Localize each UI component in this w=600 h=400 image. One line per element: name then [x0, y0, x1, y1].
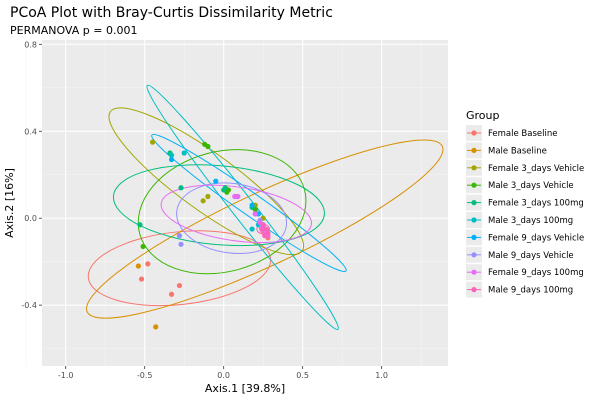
data-point: [145, 261, 151, 267]
legend-key-point: [471, 252, 477, 258]
ellipse-male-9-days-vehicle: [176, 182, 288, 254]
legend-label: Female Baseline: [488, 129, 557, 139]
legend-item: Female 9_days Vehicle: [466, 229, 584, 246]
x-axis-title: Axis.1 [39.8%]: [205, 382, 285, 395]
legend-key-point: [471, 130, 477, 136]
legend-label: Male 9_days Vehicle: [488, 251, 574, 261]
data-point: [235, 193, 241, 200]
data-point: [263, 226, 269, 232]
confidence-ellipses: [86, 84, 444, 331]
data-point: [168, 152, 175, 158]
ellipse-male-baseline: [86, 139, 444, 319]
y-tick-label: -0.4: [21, 301, 37, 310]
data-point: [153, 324, 159, 330]
legend-label: Male 9_days 100mg: [488, 286, 573, 296]
legend-item: Male 9_days Vehicle: [466, 246, 574, 263]
legend-key-point: [471, 217, 477, 223]
data-point: [140, 243, 146, 250]
data-point: [205, 143, 211, 150]
legend-label: Female 9_days 100mg: [488, 268, 584, 278]
data-point: [181, 150, 187, 156]
data-point: [222, 185, 228, 191]
ellipse-female-9-days-100mg: [160, 184, 312, 243]
y-axis-ticks: -0.4 0.0 0.4 0.8: [21, 40, 42, 310]
legend-label: Male 3_days Vehicle: [488, 181, 574, 191]
data-point: [252, 211, 258, 217]
legend-item: Male 3_days Vehicle: [466, 177, 574, 194]
legend-key-point: [471, 182, 477, 188]
data-point: [249, 226, 255, 232]
data-point: [137, 222, 143, 228]
legend-label: Female 3_days Vehicle: [488, 164, 584, 174]
x-axis-ticks: -1.0 -0.5 0.0 0.5 1.0: [58, 366, 388, 380]
legend-key-point: [471, 269, 477, 275]
data-point: [205, 193, 211, 200]
x-tick-label: 0.5: [296, 371, 309, 380]
ellipse-male-3-days-100mg: [146, 84, 339, 331]
ellipse-male-3-days-vehicle: [137, 149, 307, 275]
data-point: [138, 276, 145, 282]
data-points: [135, 139, 271, 330]
x-tick-label: -1.0: [58, 371, 74, 380]
legend-key-point: [471, 287, 477, 293]
legend-item: Male Baseline: [466, 142, 547, 159]
legend-label: Male Baseline: [488, 146, 547, 156]
data-point: [178, 185, 184, 191]
data-point: [249, 202, 255, 208]
data-point: [176, 282, 183, 289]
data-point: [260, 222, 266, 228]
legend-key-point: [471, 234, 477, 240]
data-point: [178, 241, 184, 247]
legend-item: Female 9_days 100mg: [466, 264, 584, 281]
data-point: [213, 178, 219, 184]
data-point: [168, 156, 175, 163]
chart-title: PCoA Plot with Bray-Curtis Dissimilarity…: [10, 5, 333, 21]
y-tick-label: 0.4: [24, 127, 37, 136]
legend-label: Male 3_days 100mg: [488, 216, 573, 226]
data-point: [262, 233, 268, 239]
chart-subtitle: PERMANOVA p = 0.001: [10, 24, 137, 37]
x-tick-label: -0.5: [137, 371, 153, 380]
data-point: [258, 226, 265, 232]
legend-label: Female 3_days 100mg: [488, 199, 584, 209]
legend-item: Male 3_days 100mg: [466, 212, 573, 228]
legend-item: Female 3_days 100mg: [466, 194, 584, 211]
data-point: [200, 198, 206, 204]
legend-key-point: [471, 165, 477, 171]
legend: Group Female Baseline Male Baseline Female…: [466, 109, 584, 298]
legend-label: Female 9_days Vehicle: [488, 233, 584, 243]
y-tick-label: 0.0: [24, 214, 37, 223]
data-point: [176, 233, 183, 239]
ellipse-female-3-days-100mg: [112, 164, 325, 247]
plot-panel: [42, 40, 448, 366]
data-point: [135, 263, 141, 269]
legend-key-point: [471, 147, 477, 153]
data-point: [168, 291, 175, 297]
x-tick-label: 0.0: [217, 371, 230, 380]
legend-item: Female Baseline: [466, 125, 557, 141]
data-point: [149, 139, 156, 145]
ellipse-female-baseline: [87, 230, 272, 307]
x-tick-label: 1.0: [375, 371, 388, 380]
ellipse-female-9-days-vehicle: [151, 133, 347, 273]
y-tick-label: 0.8: [24, 40, 37, 49]
legend-item: Male 9_days 100mg: [466, 281, 573, 298]
grid-lines: [25, 40, 448, 366]
legend-item: Female 3_days Vehicle: [466, 159, 584, 176]
legend-title: Group: [466, 109, 500, 122]
y-axis-title: Axis.2 [16%]: [3, 168, 16, 238]
legend-key-point: [471, 200, 477, 206]
